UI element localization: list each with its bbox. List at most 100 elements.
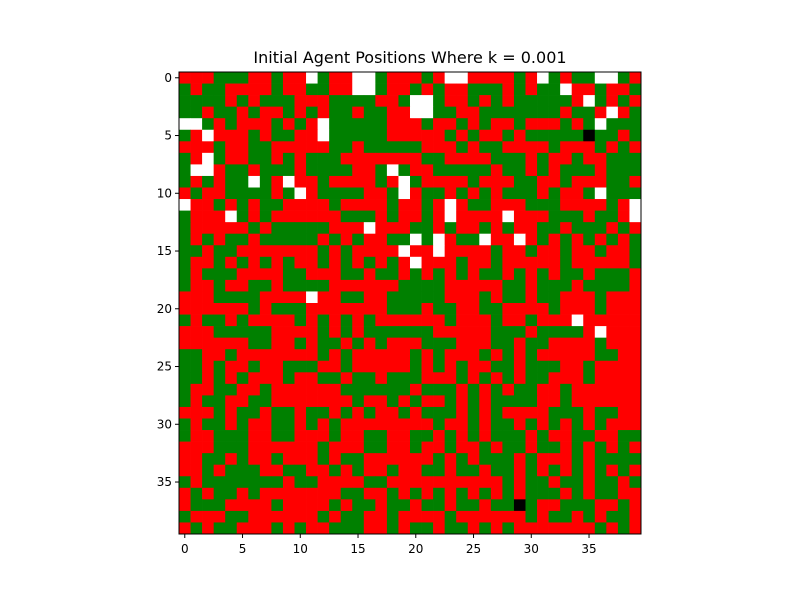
heatmap-cell: [248, 95, 261, 107]
heatmap-cell: [190, 510, 203, 523]
heatmap-cell: [513, 383, 526, 396]
heatmap-cell: [502, 430, 515, 442]
heatmap-cell: [479, 510, 492, 523]
heatmap-cell: [594, 72, 607, 84]
heatmap-cell: [467, 510, 480, 523]
heatmap-cell: [444, 129, 457, 142]
heatmap-cell: [317, 522, 330, 535]
heatmap-cell: [375, 487, 388, 500]
heatmap-cell: [317, 291, 330, 304]
heatmap-cell: [306, 406, 318, 419]
heatmap-cell: [271, 118, 284, 131]
heatmap-cell: [456, 395, 469, 408]
heatmap-cell: [444, 430, 457, 442]
heatmap-cell: [375, 522, 388, 535]
heatmap-cell: [386, 83, 399, 96]
heatmap-cell: [456, 406, 469, 419]
heatmap-cell: [259, 245, 272, 258]
heatmap-cell: [571, 522, 584, 535]
heatmap-cell: [248, 418, 261, 431]
heatmap-cell: [236, 337, 249, 350]
heatmap-cell: [525, 141, 538, 154]
heatmap-cell: [375, 360, 388, 373]
heatmap-cell: [190, 522, 203, 535]
heatmap-cell: [421, 152, 434, 165]
heatmap-cell: [213, 222, 226, 235]
heatmap-cell: [444, 349, 457, 362]
heatmap-cell: [386, 164, 399, 177]
heatmap-cell: [606, 72, 619, 84]
heatmap-cell: [375, 268, 388, 281]
heatmap-cell: [236, 499, 249, 512]
heatmap-cell: [444, 72, 457, 84]
heatmap-cell: [340, 175, 353, 188]
heatmap-cell: [479, 314, 492, 327]
heatmap-cell: [375, 175, 388, 188]
heatmap-cell: [271, 256, 284, 269]
heatmap-cell: [617, 164, 630, 177]
heatmap-cell: [479, 360, 492, 373]
heatmap-cell: [282, 291, 295, 304]
heatmap-cell: [548, 487, 561, 500]
heatmap-cell: [479, 83, 492, 96]
heatmap-cell: [490, 487, 503, 500]
heatmap-cell: [583, 383, 596, 396]
heatmap-cell: [375, 499, 388, 512]
heatmap-cell: [456, 279, 469, 292]
heatmap-cell: [490, 268, 503, 281]
heatmap-cell: [190, 141, 203, 154]
heatmap-cell: [617, 453, 630, 466]
heatmap-cell: [202, 360, 214, 373]
heatmap-cell: [329, 152, 342, 165]
heatmap-cell: [213, 430, 226, 442]
heatmap-cell: [467, 337, 480, 350]
heatmap-cell: [513, 256, 526, 269]
heatmap-cell: [629, 199, 642, 211]
heatmap-cell: [190, 418, 203, 431]
heatmap-cell: [410, 430, 422, 442]
heatmap-cell: [513, 464, 526, 477]
heatmap-cell: [282, 337, 295, 350]
heatmap-cell: [467, 372, 480, 385]
heatmap-cell: [282, 499, 295, 512]
heatmap-cell: [398, 233, 411, 246]
heatmap-cell: [363, 129, 376, 142]
heatmap-cell: [340, 406, 353, 419]
heatmap-cell: [202, 349, 214, 362]
heatmap-cell: [548, 256, 561, 269]
heatmap-cell: [225, 499, 238, 512]
heatmap-cell: [548, 476, 561, 489]
heatmap-cell: [398, 326, 411, 338]
heatmap-cell: [617, 291, 630, 304]
heatmap-cell: [583, 406, 596, 419]
heatmap-cell: [617, 83, 630, 96]
heatmap-cell: [490, 395, 503, 408]
heatmap-cell: [502, 395, 515, 408]
heatmap-cell: [398, 383, 411, 396]
heatmap-cell: [537, 337, 549, 350]
heatmap-cell: [179, 233, 191, 246]
heatmap-cell: [248, 72, 261, 84]
heatmap-cell: [594, 210, 607, 223]
heatmap-cell: [398, 291, 411, 304]
heatmap-cell: [375, 476, 388, 489]
heatmap-cell: [525, 349, 538, 362]
heatmap-cell: [259, 372, 272, 385]
heatmap-cell: [421, 314, 434, 327]
heatmap-cell: [537, 95, 549, 107]
heatmap-cell: [502, 349, 515, 362]
heatmap-cell: [306, 395, 318, 408]
heatmap-cell: [629, 499, 642, 512]
heatmap-cell: [317, 279, 330, 292]
heatmap-cell: [583, 175, 596, 188]
heatmap-cell: [236, 487, 249, 500]
heatmap-cell: [340, 464, 353, 477]
heatmap-cell: [502, 476, 515, 489]
heatmap-cell: [271, 303, 284, 315]
heatmap-cell: [421, 222, 434, 235]
heatmap-cell: [548, 395, 561, 408]
heatmap-cell: [213, 83, 226, 96]
heatmap-cell: [525, 118, 538, 131]
heatmap-cell: [225, 83, 238, 96]
heatmap-cell: [606, 187, 619, 200]
